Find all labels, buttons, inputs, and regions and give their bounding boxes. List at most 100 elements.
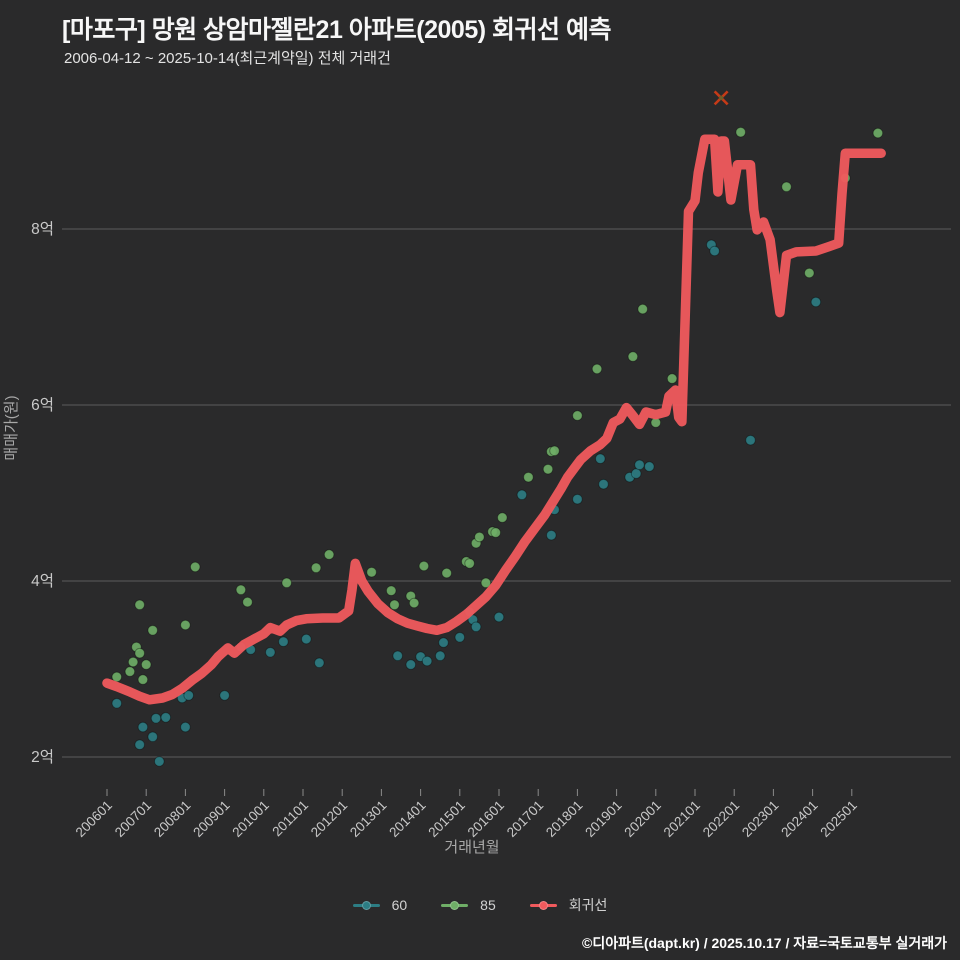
scatter-point-85[interactable] (389, 599, 400, 611)
scatter-point-85[interactable] (474, 531, 485, 543)
scatter-point-85[interactable] (242, 596, 253, 608)
scatter-point-85[interactable] (189, 561, 201, 573)
scatter-point-85[interactable] (134, 599, 145, 611)
scatter-point-60[interactable] (278, 636, 289, 648)
legend-marker-icon (441, 900, 469, 910)
scatter-point-85[interactable] (281, 577, 293, 589)
scatter-point-85[interactable] (180, 619, 191, 631)
x-marker[interactable] (713, 90, 729, 106)
scatter-point-85[interactable] (464, 558, 475, 569)
scatter-point-60[interactable] (219, 690, 230, 701)
scatter-point-60[interactable] (111, 698, 123, 709)
scatter-point-85[interactable] (490, 527, 502, 538)
x-tick-label: 202401 (778, 798, 820, 840)
scatter-point-60[interactable] (147, 731, 158, 743)
footer-credit: ©디아파트(dapt.kr) / 2025.10.17 / 자료=국토교통부 실… (582, 935, 947, 951)
scatter-point-60[interactable] (810, 296, 822, 308)
scatter-point-85[interactable] (111, 671, 123, 683)
legend-item-60[interactable]: 60 (352, 897, 408, 913)
legend-dot-icon (361, 900, 371, 910)
scatter-point-60[interactable] (745, 434, 756, 446)
scatter-point-60[interactable] (137, 721, 149, 733)
x-tick-label: 202001 (621, 798, 663, 840)
x-tick-label: 200601 (73, 798, 115, 840)
y-tick-label: 8억 (31, 220, 54, 238)
scatter-point-60[interactable] (644, 461, 655, 472)
scatter-point-60[interactable] (598, 478, 609, 490)
scatter-point-60[interactable] (630, 468, 642, 479)
scatter-point-60[interactable] (470, 621, 482, 633)
page-title: [마포구] 망원 상암마젤란21 아파트(2005) 회귀선 예측 (62, 16, 611, 44)
scatter-point-60[interactable] (438, 637, 449, 648)
scatter-point-85[interactable] (591, 363, 603, 375)
scatter-point-85[interactable] (235, 584, 247, 596)
scatter-point-85[interactable] (408, 597, 420, 609)
scatter-point-85[interactable] (637, 303, 649, 315)
x-tick-label: 201101 (269, 798, 311, 840)
legend-label: 회귀선 (568, 897, 608, 913)
legend-dot-icon (450, 900, 460, 910)
scatter-point-60[interactable] (493, 611, 505, 623)
x-tick-label: 200701 (112, 798, 154, 840)
scatter-point-85[interactable] (140, 659, 152, 670)
scatter-point-85[interactable] (666, 373, 678, 384)
scatter-point-60[interactable] (516, 489, 528, 501)
scatter-point-60[interactable] (150, 713, 162, 724)
scatter-series-85 (111, 126, 884, 685)
scatter-point-85[interactable] (147, 625, 158, 636)
scatter-point-60[interactable] (265, 647, 276, 658)
scatter-point-85[interactable] (572, 410, 583, 421)
scatter-point-85[interactable] (124, 666, 136, 677)
scatter-point-85[interactable] (418, 560, 430, 572)
x-tick-label: 202101 (661, 798, 703, 840)
legend-item-회귀선[interactable]: 회귀선 (529, 895, 608, 915)
scatter-point-60[interactable] (454, 632, 466, 643)
scatter-point-60[interactable] (405, 659, 417, 670)
legend-dot-icon (538, 900, 548, 910)
scatter-point-60[interactable] (595, 453, 606, 465)
scatter-point-60[interactable] (546, 529, 557, 541)
scatter-point-85[interactable] (735, 126, 747, 138)
scatter-point-85[interactable] (804, 267, 815, 279)
scatter-point-85[interactable] (523, 471, 534, 483)
regression-line[interactable] (102, 134, 886, 705)
scatter-point-85[interactable] (497, 512, 508, 523)
scatter-point-85[interactable] (385, 585, 397, 597)
scatter-point-85[interactable] (310, 562, 322, 574)
y-tick-label: 4억 (31, 572, 54, 590)
scatter-point-60[interactable] (709, 245, 720, 257)
scatter-point-60[interactable] (134, 739, 145, 751)
x-tick-label: 201201 (308, 798, 350, 840)
scatter-point-85[interactable] (366, 566, 377, 578)
scatter-point-85[interactable] (781, 181, 792, 193)
legend-item-85[interactable]: 85 (441, 897, 496, 913)
x-tick-label: 201601 (465, 798, 507, 840)
scatter-point-85[interactable] (127, 656, 139, 668)
legend-label: 60 (391, 897, 408, 913)
scatter-point-60[interactable] (572, 493, 583, 505)
scatter-point-85[interactable] (872, 127, 884, 139)
x-tick-label: 202201 (700, 798, 742, 840)
scatter-point-60[interactable] (392, 650, 404, 662)
scatter-point-60[interactable] (314, 657, 325, 669)
x-axis-title: 거래년월 (444, 839, 499, 856)
scatter-point-85[interactable] (542, 463, 554, 475)
scatter-point-85[interactable] (137, 674, 149, 685)
scatter-point-85[interactable] (134, 647, 145, 659)
scatter-point-60[interactable] (183, 690, 194, 701)
scatter-point-60[interactable] (421, 655, 433, 667)
scatter-point-60[interactable] (301, 633, 312, 645)
scatter-point-85[interactable] (323, 549, 335, 560)
chart-legend: 60 85 회귀선 (0, 892, 960, 918)
scatter-point-85[interactable] (549, 445, 560, 457)
scatter-point-60[interactable] (634, 459, 645, 471)
scatter-point-60[interactable] (160, 712, 172, 723)
scatter-point-60[interactable] (154, 756, 165, 767)
scatter-point-85[interactable] (441, 567, 453, 579)
x-tick-label: 201301 (347, 798, 389, 840)
scatter-point-60[interactable] (434, 650, 446, 662)
scatter-point-85[interactable] (627, 351, 639, 362)
x-tick-label: 201701 (504, 798, 546, 840)
scatter-point-60[interactable] (180, 721, 191, 733)
scatter-point-85[interactable] (480, 577, 492, 589)
